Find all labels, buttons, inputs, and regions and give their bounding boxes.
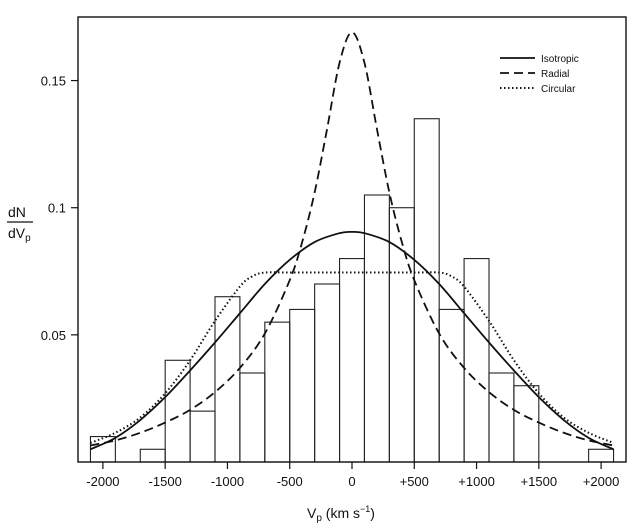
legend-label-radial: Radial bbox=[541, 69, 569, 80]
y-axis-title-den-sub: p bbox=[25, 233, 31, 244]
x-tick-label: -500 bbox=[277, 474, 303, 489]
y-tick-label: 0.05 bbox=[41, 328, 66, 343]
y-axis-title-denominator: dVp bbox=[8, 225, 31, 244]
x-axis-title-main: V bbox=[307, 505, 317, 521]
x-axis-title-units: (km s bbox=[322, 505, 360, 521]
y-axis-title-den-main: dV bbox=[8, 225, 26, 241]
x-axis-title: Vp (km s−1) bbox=[307, 504, 375, 524]
y-axis-title: dN dVp bbox=[7, 204, 33, 244]
y-tick-label: 0.1 bbox=[48, 201, 66, 216]
x-tick-label: -1000 bbox=[211, 474, 244, 489]
x-tick-label: 0 bbox=[348, 474, 355, 489]
y-tick-label: 0.15 bbox=[41, 74, 66, 89]
series-line-radial bbox=[90, 31, 614, 447]
x-tick-label: -2000 bbox=[86, 474, 119, 489]
x-axis-title-sub: p bbox=[316, 513, 322, 524]
x-tick-label: +1000 bbox=[458, 474, 495, 489]
series-line-circular bbox=[90, 271, 614, 444]
legend-label-isotropic: Isotropic bbox=[541, 54, 579, 65]
y-axis-title-numerator: dN bbox=[8, 204, 26, 220]
y-axis-ticks: 0.05 0.1 0.15 bbox=[41, 74, 78, 343]
x-tick-label: +2000 bbox=[583, 474, 620, 489]
x-axis-title-units-sup: −1 bbox=[360, 504, 370, 514]
series-line-isotropic bbox=[90, 230, 614, 451]
x-tick-label: +1500 bbox=[521, 474, 558, 489]
x-tick-label: -1500 bbox=[149, 474, 182, 489]
curves-layer bbox=[90, 31, 614, 451]
x-axis-ticks: -2000 -1500 -1000 -500 0 +500 +1000 +1500 +2000 bbox=[86, 462, 619, 489]
x-tick-label: +500 bbox=[400, 474, 429, 489]
x-axis-title-close: ) bbox=[370, 505, 375, 521]
legend-label-circular: Circular bbox=[541, 84, 576, 95]
legend: Isotropic Radial Circular bbox=[500, 54, 579, 95]
